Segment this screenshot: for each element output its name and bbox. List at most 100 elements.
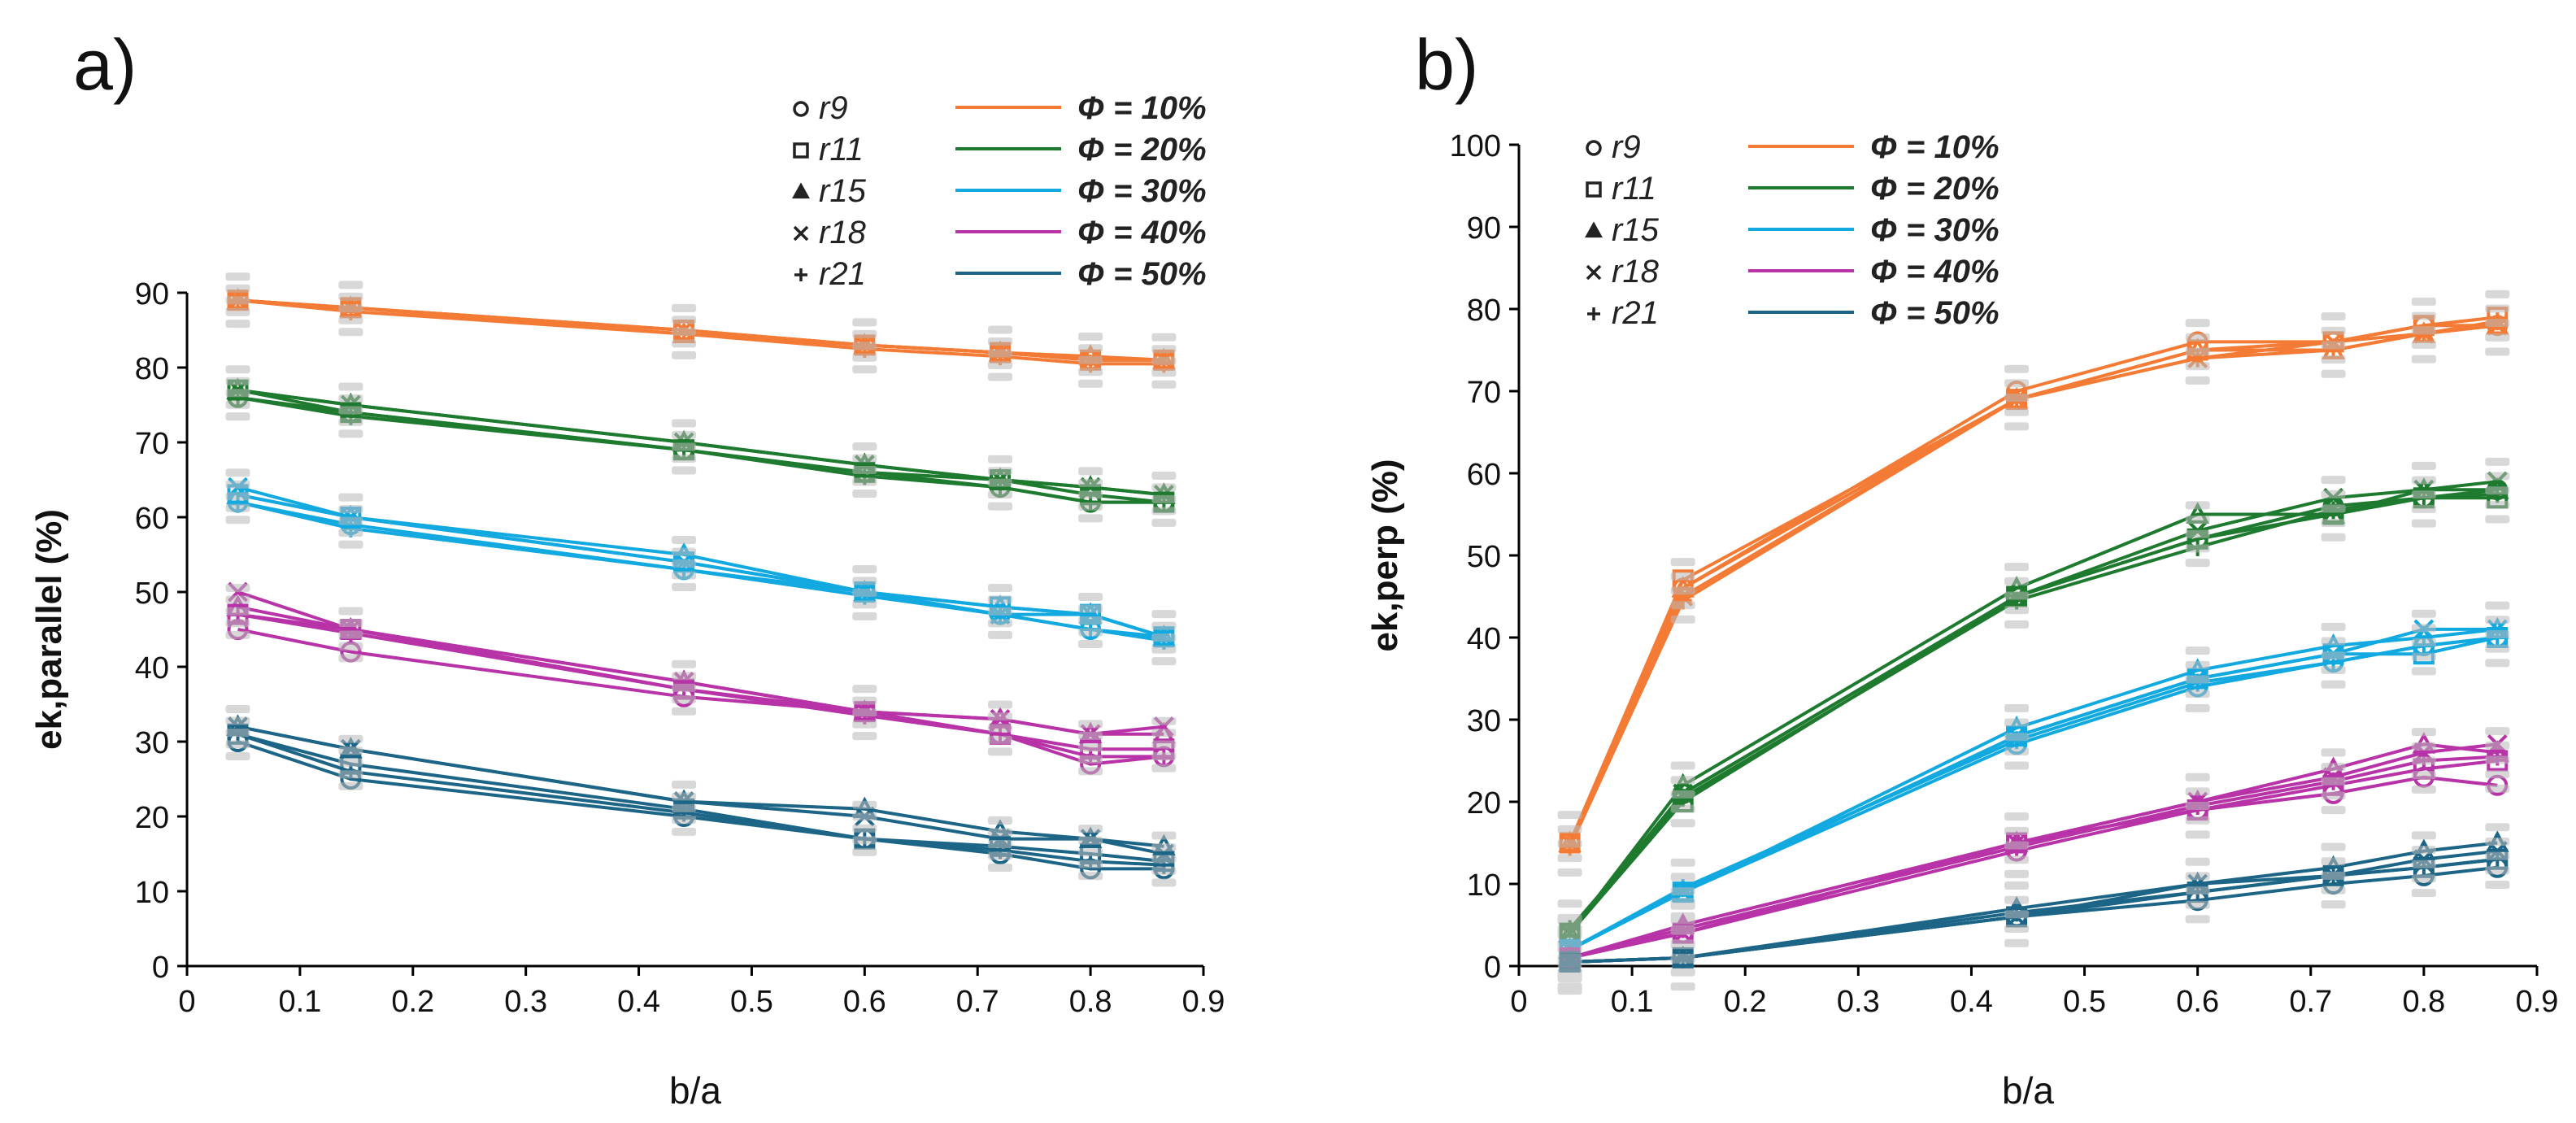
overlay-mark <box>988 361 1012 370</box>
overlay-mark <box>2411 652 2436 661</box>
x-tick-label: 0.3 <box>1837 985 1880 1019</box>
overlay-mark <box>988 607 1012 616</box>
series-line <box>1568 320 2498 848</box>
overlay-mark <box>2321 665 2346 674</box>
overlay-mark <box>2321 651 2346 660</box>
overlay-mark <box>225 607 250 616</box>
overlay-mark <box>2485 289 2510 298</box>
legend-marker-label: r11 <box>1612 171 1656 207</box>
overlay-mark <box>988 502 1012 511</box>
legend-marker-label: r15 <box>819 173 867 209</box>
overlay-mark <box>2411 490 2436 499</box>
chart-panel-b: b) 0 10 20 30 40 50 60 70 80 90 100 0 0.1 0.2 0.3 0.4 0.5… <box>1365 24 2558 1112</box>
overlay-mark <box>852 564 877 573</box>
series-line <box>237 395 1164 504</box>
overlay-mark <box>1151 752 1177 761</box>
overlay-mark <box>2321 680 2346 689</box>
overlay-mark <box>852 600 877 609</box>
overlay-mark <box>338 493 363 502</box>
y-tick-label: 90 <box>1467 211 1501 246</box>
overlay-mark <box>2411 355 2436 363</box>
overlay-mark <box>852 612 877 620</box>
overlay-mark <box>1078 628 1103 637</box>
overlay-mark <box>852 847 877 856</box>
y-tick-label: 0 <box>1484 951 1501 985</box>
overlay-mark <box>2485 755 2510 764</box>
overlay-mark <box>2411 860 2436 868</box>
overlay-mark <box>1078 825 1103 834</box>
overlay-mark <box>1078 848 1103 857</box>
x-tick-label: 0.2 <box>1724 985 1767 1019</box>
overlay-mark <box>852 353 877 362</box>
y-tick-label: 60 <box>1467 458 1501 492</box>
overlay-mark <box>672 547 697 556</box>
overlay-mark <box>2185 773 2210 781</box>
overlay-mark <box>225 400 250 409</box>
y-tick-label: 70 <box>135 427 169 461</box>
x-axis-label: b/a <box>669 1069 721 1112</box>
overlay-mark <box>852 812 877 821</box>
overlay-mark <box>1557 972 1582 981</box>
overlay-mark <box>2321 748 2346 757</box>
overlay-mark <box>1670 968 1695 977</box>
y-tick-label: 80 <box>135 352 169 386</box>
overlay-mark <box>2485 784 2510 793</box>
overlay-mark <box>2485 644 2510 653</box>
overlay-mark <box>852 490 877 498</box>
overlay-mark <box>1557 854 1582 863</box>
overlay-mark <box>2321 842 2346 851</box>
legend-marker-label: r11 <box>819 132 864 168</box>
overlay-mark <box>2485 616 2510 625</box>
overlay-mark <box>2321 763 2346 772</box>
overlay-mark <box>338 540 363 549</box>
x-tick-label: 0.6 <box>843 985 886 1019</box>
overlay-mark <box>2321 533 2346 542</box>
overlay-mark <box>672 659 697 668</box>
overlay-mark <box>2321 637 2346 646</box>
overlay-mark <box>338 516 363 525</box>
overlay-mark <box>2004 881 2030 890</box>
overlay-mark <box>1557 839 1582 848</box>
legend-porosity-label: Φ = 20% <box>1077 132 1207 168</box>
overlay-mark <box>2321 622 2346 631</box>
overlay-mark <box>672 683 697 692</box>
overlay-mark <box>2411 461 2436 470</box>
overlay-mark <box>672 707 697 716</box>
panel-label: b) <box>1415 24 1478 105</box>
overlay-mark <box>2185 816 2210 825</box>
overlay-mark <box>852 454 877 463</box>
y-tick-label: 10 <box>135 876 169 910</box>
overlay-mark <box>338 607 363 616</box>
series-line <box>237 388 1164 497</box>
overlay-mark <box>2321 326 2346 335</box>
overlay-mark <box>2321 476 2346 485</box>
overlay-mark <box>1078 755 1103 764</box>
y-tick-label: 60 <box>135 502 169 536</box>
overlay-mark <box>338 304 363 313</box>
overlay-mark <box>672 571 697 580</box>
overlay-mark <box>1557 986 1582 995</box>
sample-distribution-overlay <box>1557 289 2510 995</box>
legend-plus-icon <box>794 268 807 281</box>
series-line <box>237 605 1164 736</box>
overlay-mark <box>338 417 363 426</box>
series-group <box>226 287 1176 880</box>
overlay-mark <box>2485 866 2510 875</box>
overlay-mark <box>338 382 363 391</box>
overlay-mark <box>2411 756 2436 765</box>
overlay-mark <box>1151 368 1177 377</box>
overlay-mark <box>2321 886 2346 894</box>
overlay-mark <box>1557 868 1582 877</box>
overlay-mark <box>988 840 1012 849</box>
overlay-mark <box>2185 830 2210 839</box>
overlay-mark <box>225 751 250 760</box>
x-tick-label: 0.2 <box>391 985 434 1019</box>
overlay-mark <box>852 442 877 451</box>
overlay-mark <box>2004 733 2030 742</box>
overlay-mark <box>672 339 697 348</box>
overlay-mark <box>2185 660 2210 669</box>
overlay-mark <box>2321 355 2346 364</box>
series-line <box>1569 775 2498 960</box>
y-tick-label: 40 <box>135 651 169 686</box>
legend-marker-label: r9 <box>1612 129 1641 165</box>
